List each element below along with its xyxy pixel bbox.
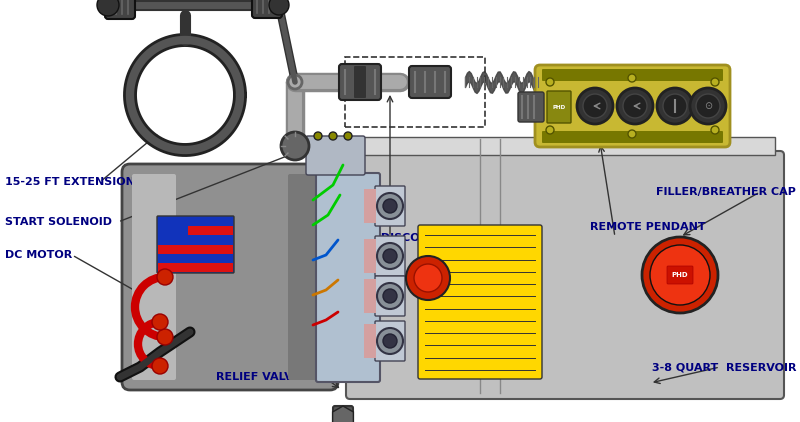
Text: PHD: PHD <box>553 105 566 109</box>
Bar <box>364 239 376 273</box>
Circle shape <box>583 94 607 118</box>
FancyBboxPatch shape <box>418 225 542 379</box>
Text: REMOTE PENDANT: REMOTE PENDANT <box>590 222 706 232</box>
Circle shape <box>546 78 554 86</box>
Circle shape <box>377 193 403 219</box>
FancyBboxPatch shape <box>339 64 381 100</box>
Bar <box>158 244 233 254</box>
Circle shape <box>157 269 173 285</box>
Circle shape <box>152 358 168 374</box>
FancyBboxPatch shape <box>542 131 723 143</box>
Circle shape <box>711 78 719 86</box>
Circle shape <box>97 0 119 16</box>
Circle shape <box>383 289 397 303</box>
Circle shape <box>157 329 173 345</box>
Bar <box>364 279 376 313</box>
Text: 15-25 FT EXTENSION: 15-25 FT EXTENSION <box>5 177 135 187</box>
Circle shape <box>314 132 322 140</box>
Bar <box>158 217 188 244</box>
Bar <box>345 57 485 127</box>
Bar <box>364 324 376 358</box>
Text: 3-8 QUART  RESERVOIR: 3-8 QUART RESERVOIR <box>651 362 796 372</box>
Circle shape <box>628 130 636 138</box>
FancyBboxPatch shape <box>157 216 234 273</box>
FancyBboxPatch shape <box>535 65 730 147</box>
Circle shape <box>344 132 352 140</box>
Text: QUICK DISCONNECT: QUICK DISCONNECT <box>338 232 462 242</box>
Circle shape <box>657 88 693 124</box>
Circle shape <box>650 245 710 305</box>
Bar <box>158 226 233 235</box>
Circle shape <box>711 126 719 134</box>
FancyBboxPatch shape <box>667 266 693 284</box>
Text: START SOLENOID: START SOLENOID <box>5 217 112 227</box>
Circle shape <box>383 334 397 348</box>
Text: RELIEF VALVE: RELIEF VALVE <box>216 372 300 382</box>
Circle shape <box>642 237 718 313</box>
Circle shape <box>623 94 647 118</box>
Circle shape <box>628 74 636 82</box>
FancyBboxPatch shape <box>105 0 135 19</box>
FancyBboxPatch shape <box>375 236 405 276</box>
Circle shape <box>281 132 309 160</box>
FancyBboxPatch shape <box>375 321 405 361</box>
Bar <box>158 263 233 272</box>
FancyBboxPatch shape <box>375 186 405 226</box>
FancyBboxPatch shape <box>354 66 366 98</box>
FancyBboxPatch shape <box>542 69 723 81</box>
Circle shape <box>406 256 450 300</box>
Text: PHD: PHD <box>672 272 688 278</box>
FancyBboxPatch shape <box>122 164 338 390</box>
Circle shape <box>377 243 403 269</box>
Circle shape <box>383 199 397 213</box>
Circle shape <box>377 328 403 354</box>
Circle shape <box>329 132 337 140</box>
FancyBboxPatch shape <box>547 91 571 123</box>
FancyBboxPatch shape <box>316 173 380 382</box>
FancyBboxPatch shape <box>518 92 544 122</box>
Text: ⊙: ⊙ <box>704 101 712 111</box>
Circle shape <box>414 264 442 292</box>
Circle shape <box>152 314 168 330</box>
Text: FILLER/BREATHER CAP: FILLER/BREATHER CAP <box>656 187 796 197</box>
Bar <box>364 189 376 223</box>
Circle shape <box>663 94 687 118</box>
Circle shape <box>690 88 726 124</box>
Circle shape <box>383 249 397 263</box>
FancyBboxPatch shape <box>132 174 176 380</box>
FancyBboxPatch shape <box>333 406 353 422</box>
Circle shape <box>617 88 653 124</box>
FancyBboxPatch shape <box>288 174 330 380</box>
FancyBboxPatch shape <box>409 66 451 98</box>
FancyBboxPatch shape <box>252 0 282 18</box>
FancyBboxPatch shape <box>375 276 405 316</box>
Circle shape <box>288 75 302 89</box>
Circle shape <box>377 283 403 309</box>
Circle shape <box>546 126 554 134</box>
Circle shape <box>696 94 720 118</box>
Circle shape <box>269 0 289 15</box>
FancyBboxPatch shape <box>306 136 365 175</box>
Text: DC MOTOR: DC MOTOR <box>5 250 72 260</box>
Circle shape <box>577 88 613 124</box>
FancyBboxPatch shape <box>346 151 784 399</box>
Polygon shape <box>355 137 775 155</box>
